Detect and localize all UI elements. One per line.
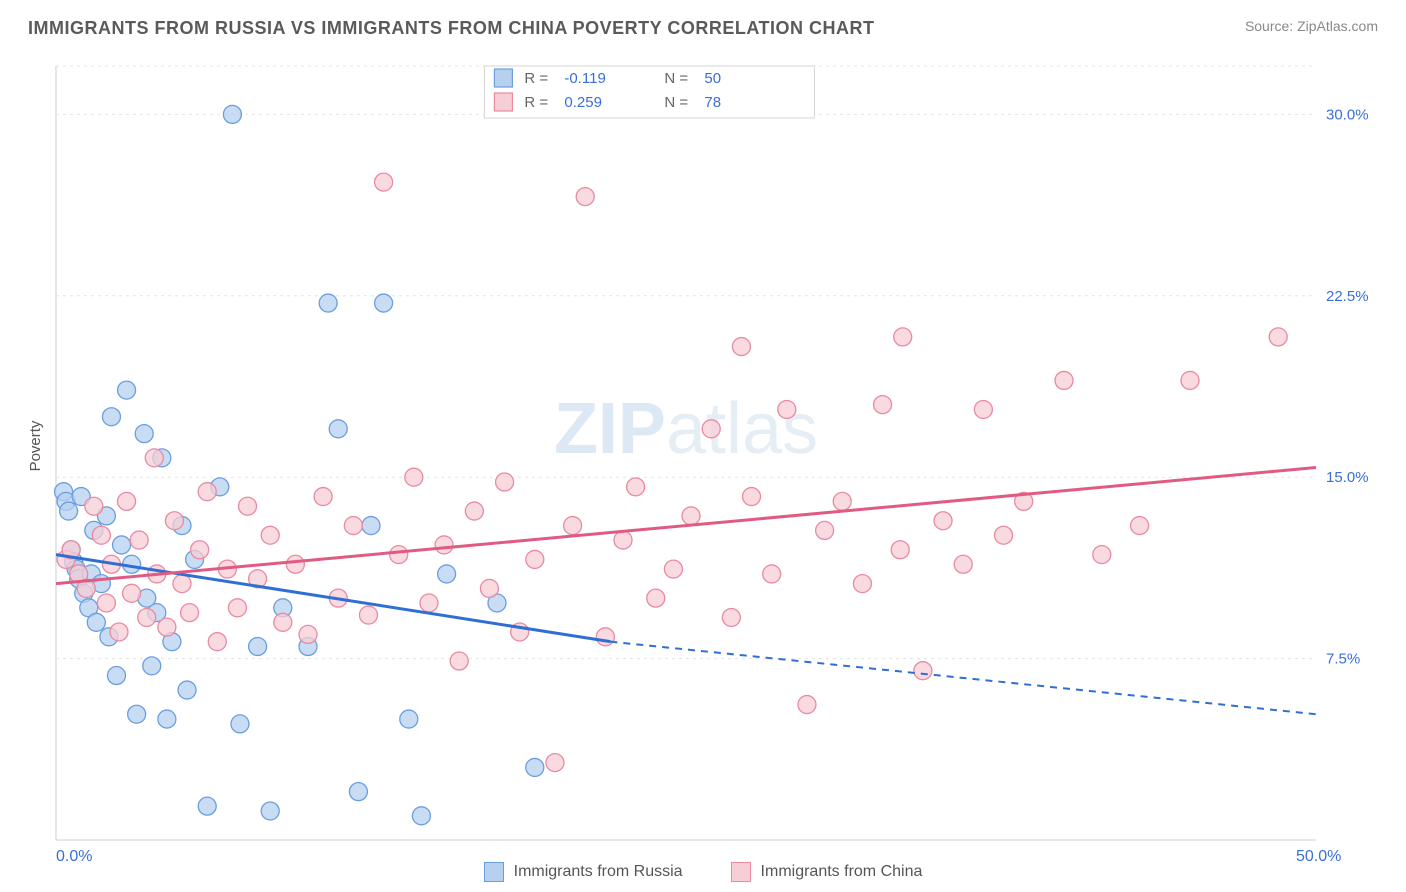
svg-text:0.259: 0.259 <box>564 94 602 111</box>
plot-area: 7.5% 15.0% 22.5% 30.0% ZIPatlas R = -0.119 N = 5… <box>50 60 1386 844</box>
svg-text:-0.119: -0.119 <box>564 70 605 87</box>
svg-text:R =: R = <box>524 70 548 87</box>
svg-text:30.0%: 30.0% <box>1326 106 1369 123</box>
legend-item-china: Immigrants from China <box>731 862 923 882</box>
legend-item-russia: Immigrants from Russia <box>484 862 683 882</box>
svg-text:78: 78 <box>704 94 721 111</box>
bottom-legend: Immigrants from Russia Immigrants from C… <box>0 862 1406 882</box>
legend-label: Immigrants from Russia <box>514 863 683 881</box>
source-label: Source: ZipAtlas.com <box>1245 18 1378 34</box>
scatter-chart: 7.5% 15.0% 22.5% 30.0% ZIPatlas R = -0.119 N = 5… <box>50 60 1386 844</box>
svg-text:7.5%: 7.5% <box>1326 651 1360 668</box>
legend-swatch-icon <box>731 862 751 882</box>
svg-text:N =: N = <box>664 94 688 111</box>
legend-label: Immigrants from China <box>761 863 923 881</box>
y-axis-label: Poverty <box>27 421 44 472</box>
svg-text:15.0%: 15.0% <box>1326 469 1369 486</box>
legend-swatch-icon <box>484 862 504 882</box>
chart-title: IMMIGRANTS FROM RUSSIA VS IMMIGRANTS FRO… <box>28 18 875 39</box>
svg-text:N =: N = <box>664 70 688 87</box>
svg-text:22.5%: 22.5% <box>1326 288 1369 305</box>
svg-text:R =: R = <box>524 94 548 111</box>
svg-text:ZIPatlas: ZIPatlas <box>554 389 818 469</box>
svg-text:50: 50 <box>704 70 721 87</box>
